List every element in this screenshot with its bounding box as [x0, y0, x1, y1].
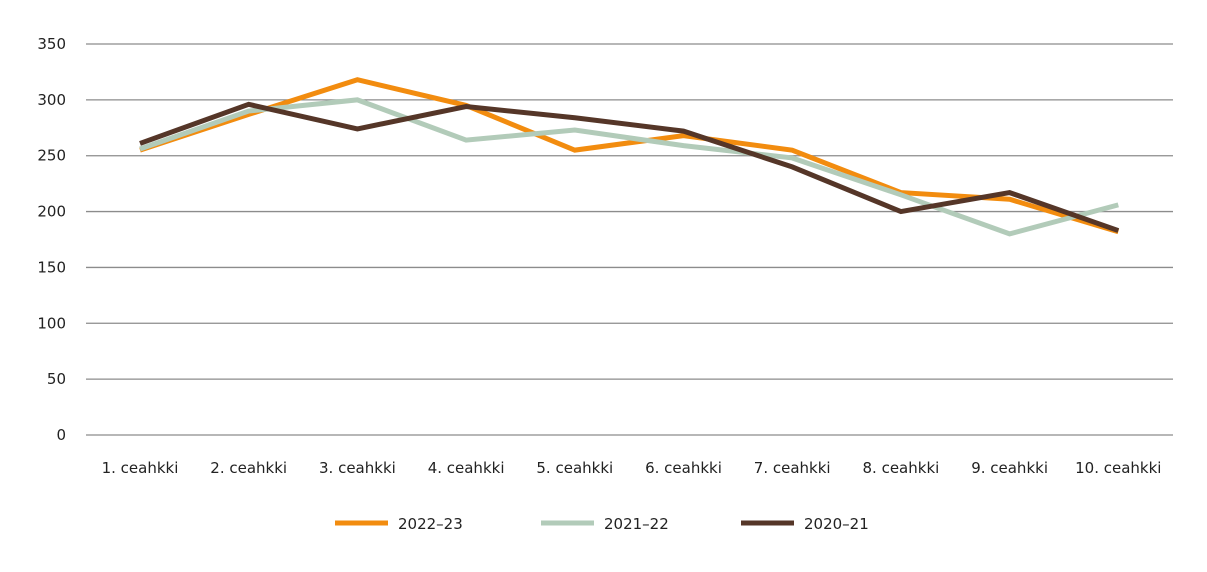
y-tick-label: 350: [37, 35, 66, 53]
x-tick-label: 4. ceahkki: [428, 459, 505, 477]
legend-label: 2021–22: [604, 515, 669, 533]
y-tick-label: 0: [56, 426, 66, 444]
x-tick-label: 8. ceahkki: [863, 459, 940, 477]
y-tick-label: 100: [37, 314, 66, 332]
x-tick-label: 5. ceahkki: [536, 459, 613, 477]
y-tick-label: 300: [37, 91, 66, 109]
y-tick-label: 200: [37, 203, 66, 221]
x-tick-label: 3. ceahkki: [319, 459, 396, 477]
legend-label: 2022–23: [398, 515, 463, 533]
y-tick-label: 150: [37, 258, 66, 276]
y-tick-label: 250: [37, 147, 66, 165]
series-line-2021–22: [139, 97, 1119, 237]
series-line-2020–21: [139, 101, 1120, 233]
x-tick-label: 7. ceahkki: [754, 459, 831, 477]
x-tick-label: 9. ceahkki: [971, 459, 1048, 477]
x-tick-label: 1. ceahkki: [102, 459, 179, 477]
y-tick-label: 50: [47, 370, 66, 388]
legend-label: 2020–21: [804, 515, 869, 533]
x-tick-label: 10. ceahkki: [1075, 459, 1161, 477]
x-tick-label: 6. ceahkki: [645, 459, 722, 477]
x-tick-label: 2. ceahkki: [210, 459, 287, 477]
series-line-2022–23: [139, 77, 1120, 235]
